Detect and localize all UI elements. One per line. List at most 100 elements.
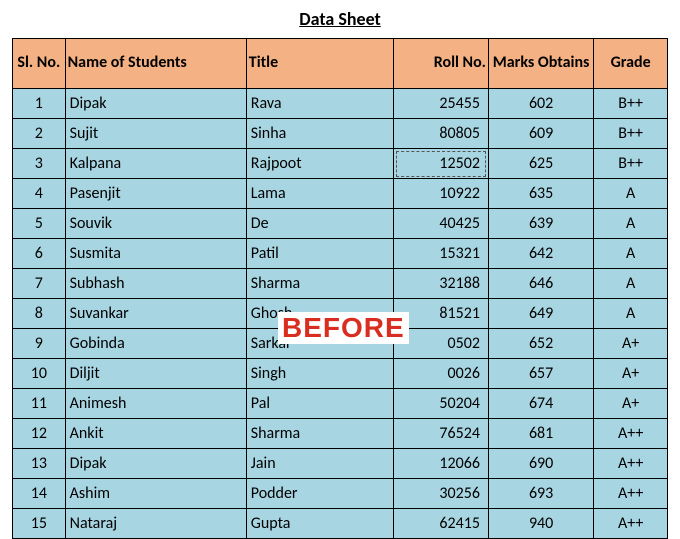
cell-title[interactable]: Sharma	[246, 419, 393, 449]
cell-sl[interactable]: 6	[13, 239, 66, 269]
cell-sl[interactable]: 5	[13, 209, 66, 239]
cell-title[interactable]: Singh	[246, 359, 393, 389]
cell-grade[interactable]: A+	[594, 389, 668, 419]
cell-roll[interactable]: 10922	[394, 179, 489, 209]
cell-roll[interactable]: 62415	[394, 509, 489, 539]
cell-sl[interactable]: 9	[13, 329, 66, 359]
cell-title[interactable]: Gupta	[246, 509, 393, 539]
cell-marks[interactable]: 609	[488, 119, 593, 149]
table-row: 11AnimeshPal50204674A+	[13, 389, 668, 419]
cell-grade[interactable]: A	[594, 299, 668, 329]
cell-name[interactable]: Suvankar	[65, 299, 246, 329]
cell-sl[interactable]: 11	[13, 389, 66, 419]
cell-marks[interactable]: 602	[488, 89, 593, 119]
table-row: 6SusmitaPatil15321642A	[13, 239, 668, 269]
cell-roll[interactable]: 12066	[394, 449, 489, 479]
cell-grade[interactable]: A++	[594, 449, 668, 479]
cell-grade[interactable]: A+	[594, 329, 668, 359]
cell-title[interactable]: Rajpoot	[246, 149, 393, 179]
cell-grade[interactable]: A++	[594, 479, 668, 509]
before-overlay: BEFORE	[278, 312, 409, 344]
cell-sl[interactable]: 14	[13, 479, 66, 509]
cell-marks[interactable]: 693	[488, 479, 593, 509]
cell-name[interactable]: Ashim	[65, 479, 246, 509]
cell-roll[interactable]: 40425	[394, 209, 489, 239]
cell-title[interactable]: Patil	[246, 239, 393, 269]
table-row: 3KalpanaRajpoot12502625B++	[13, 149, 668, 179]
cell-grade[interactable]: B++	[594, 119, 668, 149]
cell-sl[interactable]: 8	[13, 299, 66, 329]
cell-name[interactable]: Subhash	[65, 269, 246, 299]
cell-marks[interactable]: 652	[488, 329, 593, 359]
table-row: 10DiljitSingh0026657A+	[13, 359, 668, 389]
cell-name[interactable]: Animesh	[65, 389, 246, 419]
header-marks[interactable]: Marks Obtains	[488, 39, 593, 89]
cell-roll[interactable]: 50204	[394, 389, 489, 419]
cell-title[interactable]: De	[246, 209, 393, 239]
cell-sl[interactable]: 4	[13, 179, 66, 209]
cell-name[interactable]: Ankit	[65, 419, 246, 449]
cell-roll[interactable]: 15321	[394, 239, 489, 269]
cell-marks[interactable]: 642	[488, 239, 593, 269]
table-row: 14AshimPodder30256693A++	[13, 479, 668, 509]
cell-sl[interactable]: 10	[13, 359, 66, 389]
header-title[interactable]: Title	[246, 39, 393, 89]
cell-name[interactable]: Gobinda	[65, 329, 246, 359]
cell-marks[interactable]: 674	[488, 389, 593, 419]
cell-title[interactable]: Sharma	[246, 269, 393, 299]
cell-grade[interactable]: A	[594, 269, 668, 299]
cell-marks[interactable]: 625	[488, 149, 593, 179]
cell-title[interactable]: Sinha	[246, 119, 393, 149]
cell-name[interactable]: Sujit	[65, 119, 246, 149]
cell-roll[interactable]: 30256	[394, 479, 489, 509]
cell-sl[interactable]: 2	[13, 119, 66, 149]
cell-grade[interactable]: A++	[594, 509, 668, 539]
cell-marks[interactable]: 635	[488, 179, 593, 209]
cell-roll[interactable]: 76524	[394, 419, 489, 449]
cell-marks[interactable]: 657	[488, 359, 593, 389]
cell-name[interactable]: Susmita	[65, 239, 246, 269]
cell-grade[interactable]: A+	[594, 359, 668, 389]
cell-title[interactable]: Pal	[246, 389, 393, 419]
header-row: Sl. No. Name of Students Title Roll No. …	[13, 39, 668, 89]
cell-roll[interactable]: 25455	[394, 89, 489, 119]
cell-name[interactable]: Nataraj	[65, 509, 246, 539]
cell-roll[interactable]: 12502	[394, 149, 489, 179]
cell-grade[interactable]: B++	[594, 149, 668, 179]
header-sl[interactable]: Sl. No.	[13, 39, 66, 89]
cell-sl[interactable]: 7	[13, 269, 66, 299]
header-grade[interactable]: Grade	[594, 39, 668, 89]
cell-roll[interactable]: 80805	[394, 119, 489, 149]
cell-name[interactable]: Dipak	[65, 89, 246, 119]
cell-title[interactable]: Lama	[246, 179, 393, 209]
cell-grade[interactable]: A	[594, 209, 668, 239]
cell-name[interactable]: Souvik	[65, 209, 246, 239]
cell-marks[interactable]: 940	[488, 509, 593, 539]
cell-marks[interactable]: 646	[488, 269, 593, 299]
cell-name[interactable]: Dipak	[65, 449, 246, 479]
header-name[interactable]: Name of Students	[65, 39, 246, 89]
cell-title[interactable]: Jain	[246, 449, 393, 479]
header-roll[interactable]: Roll No.	[394, 39, 489, 89]
cell-marks[interactable]: 690	[488, 449, 593, 479]
cell-grade[interactable]: B++	[594, 89, 668, 119]
table-row: 15NatarajGupta62415940A++	[13, 509, 668, 539]
cell-sl[interactable]: 15	[13, 509, 66, 539]
cell-grade[interactable]: A	[594, 179, 668, 209]
cell-name[interactable]: Kalpana	[65, 149, 246, 179]
cell-sl[interactable]: 13	[13, 449, 66, 479]
cell-title[interactable]: Rava	[246, 89, 393, 119]
cell-marks[interactable]: 649	[488, 299, 593, 329]
cell-name[interactable]: Diljit	[65, 359, 246, 389]
cell-grade[interactable]: A++	[594, 419, 668, 449]
cell-name[interactable]: Pasenjit	[65, 179, 246, 209]
cell-title[interactable]: Podder	[246, 479, 393, 509]
cell-sl[interactable]: 3	[13, 149, 66, 179]
cell-roll[interactable]: 0026	[394, 359, 489, 389]
cell-grade[interactable]: A	[594, 239, 668, 269]
cell-sl[interactable]: 1	[13, 89, 66, 119]
cell-sl[interactable]: 12	[13, 419, 66, 449]
cell-marks[interactable]: 681	[488, 419, 593, 449]
cell-marks[interactable]: 639	[488, 209, 593, 239]
cell-roll[interactable]: 32188	[394, 269, 489, 299]
